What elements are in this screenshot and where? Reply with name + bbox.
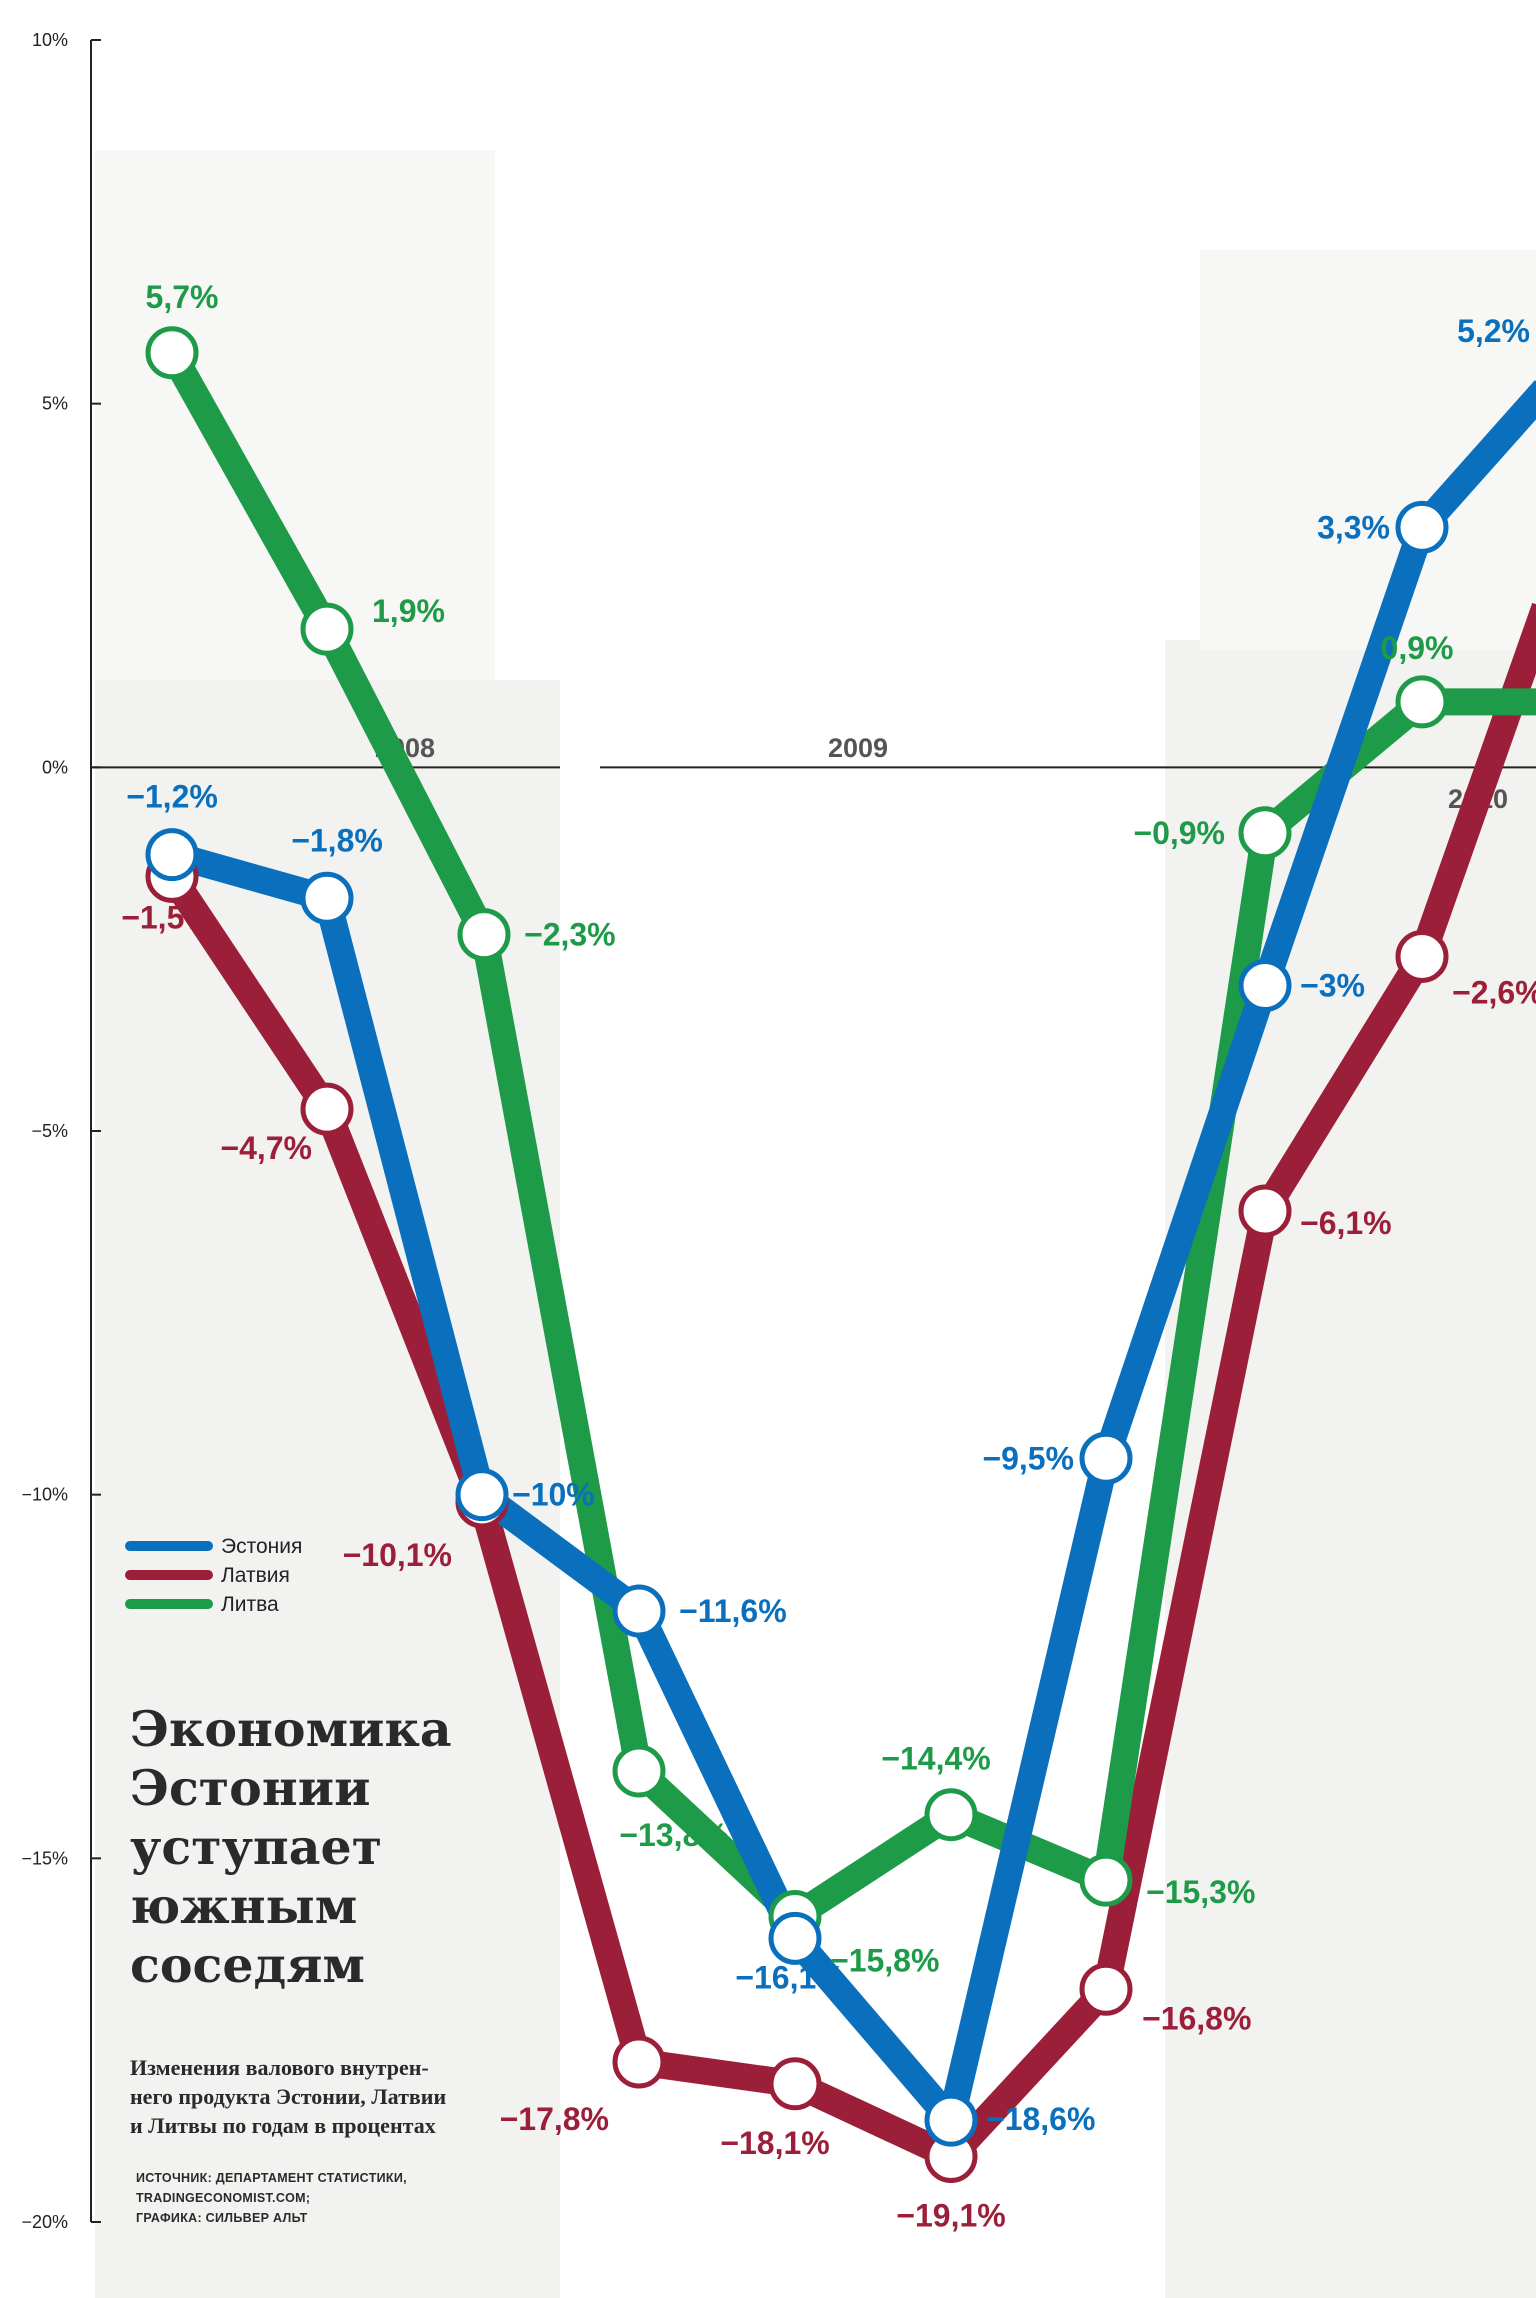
credit-line: ИСТОЧНИК: ДЕПАРТАМЕНТ СТАТИСТИКИ,	[136, 2171, 407, 2185]
data-point	[1079, 1962, 1133, 2016]
data-point	[1395, 929, 1449, 983]
data-point	[612, 1584, 666, 1638]
data-point	[924, 2093, 978, 2147]
data-label: −10%	[512, 1477, 595, 1513]
data-label: −17,8%	[500, 2101, 609, 2137]
data-label: −16,8%	[1142, 2000, 1251, 2036]
data-point	[768, 1911, 822, 1965]
subtitle-line: Изменения валового внутрен-	[130, 2055, 429, 2080]
data-point	[457, 908, 511, 962]
data-label: 1,9%	[372, 593, 445, 629]
data-label: −4,7%	[220, 1130, 312, 1166]
legend-label: Литва	[221, 1593, 279, 1616]
data-label: −3%	[1300, 968, 1365, 1004]
data-point	[300, 871, 354, 925]
data-point	[1395, 675, 1449, 729]
data-point	[1079, 1431, 1133, 1485]
data-point	[612, 1744, 666, 1798]
data-point	[455, 1468, 509, 1522]
band-2010	[1165, 640, 1536, 2298]
y-tick-label: 10%	[32, 30, 68, 50]
data-label: −2,3%	[524, 917, 616, 953]
data-point	[1238, 959, 1292, 1013]
y-axis: 10% 5% 0% −5% −10% −15% −20%	[21, 30, 101, 2232]
data-label: 5,7%	[146, 279, 219, 315]
data-label: −15,8%	[830, 1943, 939, 1979]
subtitle-line: него продукта Эстонии, Латвии	[130, 2084, 447, 2109]
data-point	[1395, 500, 1449, 554]
data-point	[145, 828, 199, 882]
data-label: −2,6%	[1452, 974, 1536, 1010]
y-tick-label: −20%	[21, 2212, 68, 2232]
legend: Эстония Латвия Литва	[125, 1535, 302, 1616]
legend-label: Эстония	[221, 1535, 302, 1558]
data-point	[768, 2057, 822, 2111]
series-line	[160, 602, 1536, 2170]
y-tick-label: −5%	[31, 1121, 68, 1141]
data-label: 0,9%	[1381, 630, 1454, 666]
data-point	[1238, 1184, 1292, 1238]
data-label: −14,4%	[881, 1741, 990, 1777]
data-label: −18,6%	[986, 2101, 1095, 2137]
data-label: −1,5%	[121, 899, 213, 935]
data-label: −19,1%	[896, 2198, 1005, 2234]
series-lines	[160, 346, 1536, 2170]
y-tick-label: 0%	[42, 757, 68, 777]
data-label: −9,5%	[982, 1440, 1074, 1476]
source-credits: ИСТОЧНИК: ДЕПАРТАМЕНТ СТАТИСТИКИ, TRADIN…	[136, 2168, 536, 2228]
data-label: −1,2%	[126, 779, 218, 815]
data-label: 5,2%	[1457, 313, 1530, 349]
data-point	[1079, 1853, 1133, 1907]
data-point	[612, 2035, 666, 2089]
credit-line: TRADINGECONOMIST.COM;	[136, 2191, 311, 2205]
data-point	[145, 326, 199, 380]
data-label: −10,1%	[343, 1537, 452, 1573]
chart-subtitle: Изменения валового внутрен- него продукт…	[130, 2053, 530, 2140]
series-points	[145, 326, 1449, 2184]
chart-title: Экономика Эстонии уступает южным соседям	[130, 1700, 452, 1994]
data-label: −11,6%	[679, 1593, 787, 1629]
data-label: −18,1%	[720, 2125, 829, 2161]
data-labels: −1,2% −1,8% −10% −11,6% −16,1% −18,6% −9,5% −3%…	[121, 279, 1536, 2234]
subtitle-line: и Литвы по годам в процентах	[130, 2113, 436, 2138]
data-label: −0,9%	[1133, 815, 1225, 851]
data-label: −16,1%	[735, 1959, 844, 1995]
legend-label: Латвия	[221, 1564, 290, 1587]
series-line	[168, 380, 1536, 2134]
year-label: 2009	[828, 733, 888, 763]
data-label: −13,8%	[619, 1817, 728, 1853]
y-tick-label: −15%	[21, 1848, 68, 1868]
data-label: −6,1%	[1300, 1205, 1392, 1241]
data-point	[300, 1082, 354, 1136]
data-point	[1238, 806, 1292, 860]
data-label: −15,3%	[1146, 1874, 1255, 1910]
data-point	[924, 1788, 978, 1842]
data-label: 3,3%	[1317, 509, 1390, 545]
data-point	[300, 602, 354, 656]
y-tick-label: 5%	[42, 394, 68, 414]
credit-line: ГРАФИКА: СИЛЬВЕР АЛЬТ	[136, 2211, 308, 2225]
y-tick-label: −10%	[21, 1485, 68, 1505]
data-label: −1,8%	[291, 822, 383, 858]
